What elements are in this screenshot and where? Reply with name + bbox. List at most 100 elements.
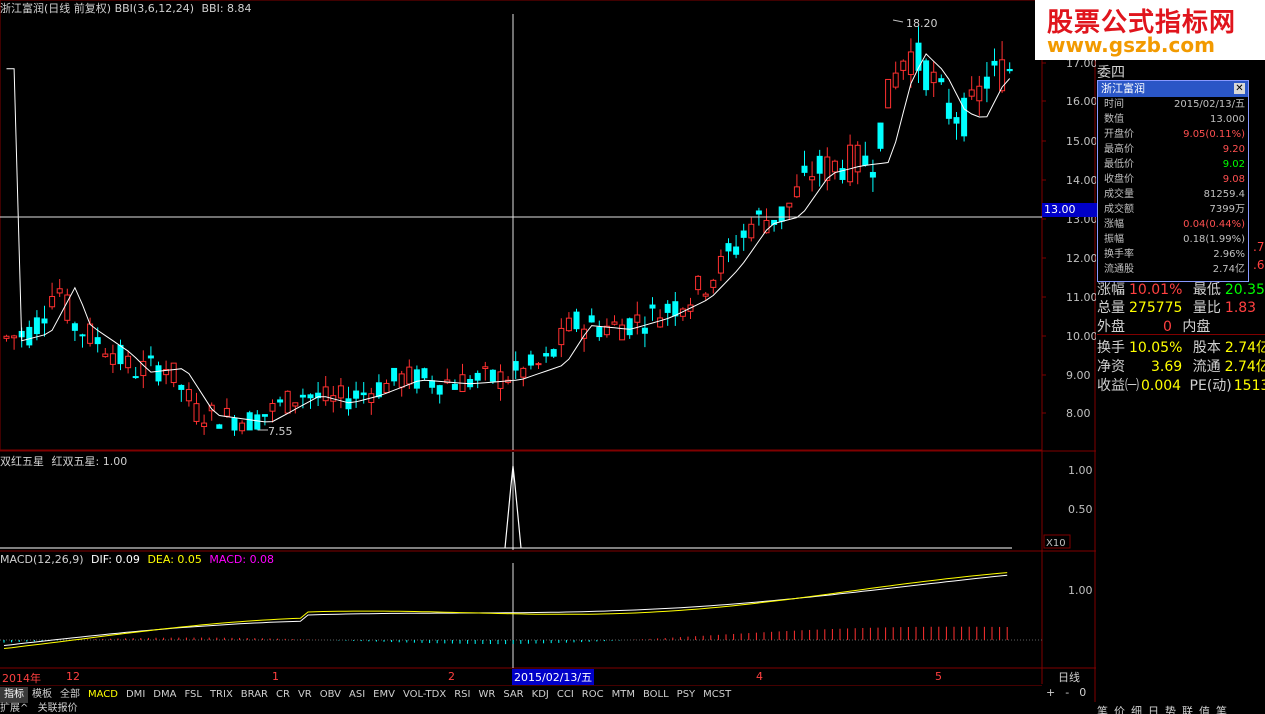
macd-title: MACD(12,26,9) xyxy=(0,553,84,566)
candle-body xyxy=(132,376,139,379)
tab-rsi[interactable]: RSI xyxy=(454,688,471,700)
candle-body xyxy=(831,160,838,173)
candle-body xyxy=(3,335,10,339)
info-row: 开盘价 9.05(0.11%) xyxy=(1098,127,1248,142)
candle-body xyxy=(930,71,937,84)
tab-asi[interactable]: ASI xyxy=(349,688,366,700)
info-row: 最高价 9.20 xyxy=(1098,142,1248,157)
candle-body xyxy=(292,402,299,407)
quote-tab-6[interactable]: 值 xyxy=(1199,705,1210,714)
tab-fsl[interactable]: FSL xyxy=(184,688,202,700)
tab-cr[interactable]: CR xyxy=(276,688,290,700)
info-row-key: 收盘价 xyxy=(1104,174,1134,185)
zoom-out-button[interactable]: - xyxy=(1065,686,1070,699)
quote-row-4: 换手 10.05% 股本 2.74亿 xyxy=(1097,340,1265,356)
tab-kdj[interactable]: KDJ xyxy=(531,688,549,700)
candle-body xyxy=(892,72,899,88)
tab-指标[interactable]: 指标 xyxy=(0,686,28,703)
tab-mcst[interactable]: MCST xyxy=(703,688,732,700)
price-tick-label: 15.00 xyxy=(1066,135,1096,148)
tab-macd[interactable]: MACD xyxy=(88,688,118,700)
info-row: 时间 2015/02/13/五 xyxy=(1098,97,1248,112)
period-label[interactable]: 日线 xyxy=(1058,671,1080,684)
date-label-4: 4 xyxy=(756,670,763,683)
candle-body xyxy=(208,404,215,412)
candle-body xyxy=(695,275,702,291)
price-tick-label: 8.00 xyxy=(1066,407,1091,420)
tab-emv[interactable]: EMV xyxy=(373,688,395,700)
candle-body xyxy=(467,378,474,388)
candle-body xyxy=(163,369,170,376)
quote-tab-1[interactable]: 价 xyxy=(1114,705,1125,714)
high-annotation: 18.20 xyxy=(906,17,938,30)
zoom-reset-button[interactable]: 0 xyxy=(1079,686,1087,699)
tab-obv[interactable]: OBV xyxy=(319,688,341,700)
tab-cci[interactable]: CCI xyxy=(556,688,574,700)
candle-body xyxy=(664,303,671,313)
info-row-value: 9.02 xyxy=(1222,159,1245,170)
info-popup[interactable]: 浙江富润 ✕ 时间 2015/02/13/五 数值 13.000 开盘价 9.05(0.1… xyxy=(1097,80,1249,282)
info-row: 成交额 7399万 xyxy=(1098,202,1248,217)
quote-tab-0[interactable]: 笔 xyxy=(1097,705,1108,714)
candle-body xyxy=(915,42,922,71)
candle-body xyxy=(94,337,101,345)
quote-tab-4[interactable]: 势 xyxy=(1165,705,1176,714)
tab-trix[interactable]: TRIX xyxy=(209,688,233,700)
tab-roc[interactable]: ROC xyxy=(581,688,604,700)
candle-body xyxy=(558,327,565,346)
tab-psy[interactable]: PSY xyxy=(676,688,696,700)
tab-模板[interactable]: 模板 xyxy=(32,688,52,700)
quote-tab-5[interactable]: 联 xyxy=(1182,705,1193,714)
candle-body xyxy=(178,384,185,390)
panel2-value: 红双五星: 1.00 xyxy=(51,455,128,468)
quote-tab-7[interactable]: 笔 xyxy=(1216,705,1227,714)
close-icon[interactable]: ✕ xyxy=(1234,83,1245,94)
candle-body xyxy=(155,365,162,382)
signal-spike xyxy=(504,465,522,549)
candle-body xyxy=(345,398,352,410)
expand-button[interactable]: 扩展^ xyxy=(0,703,29,714)
tab-vol-tdx[interactable]: VOL-TDX xyxy=(402,688,447,700)
tab-sar[interactable]: SAR xyxy=(503,688,524,700)
tab-vr[interactable]: VR xyxy=(297,688,312,700)
candle-body xyxy=(968,89,975,97)
candle-body xyxy=(748,223,755,239)
candlesticks xyxy=(3,26,1013,436)
tab-全部[interactable]: 全部 xyxy=(60,688,80,700)
candle-body xyxy=(520,367,527,378)
candle-body xyxy=(474,372,481,381)
quote-row-6: 收益㈠0.004 PE(动)1513.7 xyxy=(1097,378,1265,394)
candle-body xyxy=(307,394,314,399)
candle-body xyxy=(482,366,489,370)
candle-body xyxy=(816,155,823,174)
price-axis: 17.00 16.00 15.00 14.00 13.00 12.00 11.00 10.00… xyxy=(1042,57,1096,420)
low-annotation: 7.55 xyxy=(268,425,293,438)
candle-body xyxy=(527,354,534,366)
tab-boll[interactable]: BOLL xyxy=(642,688,669,700)
candle-body xyxy=(489,369,496,382)
macd-value: MACD: 0.08 xyxy=(209,553,275,566)
indicator-tabs: 指标 模板 全部 MACD DMI DMA FSL TRIX BRAR CR VR OBV ASI EMV… xyxy=(0,685,1042,703)
tab-dma[interactable]: DMA xyxy=(153,688,177,700)
candle-body xyxy=(413,369,420,389)
tab-wr[interactable]: WR xyxy=(478,688,496,700)
candle-body xyxy=(550,349,557,357)
candle-body xyxy=(565,317,572,332)
panel2-axis-2: 0.50 xyxy=(1068,503,1093,516)
candle-body xyxy=(193,403,200,422)
candle-body xyxy=(269,403,276,412)
tab-dmi[interactable]: DMI xyxy=(125,688,146,700)
candle-body xyxy=(451,383,458,390)
zoom-in-button[interactable]: + xyxy=(1046,686,1056,699)
info-row-value: 9.05(0.11%) xyxy=(1183,129,1245,140)
related-quotes-button[interactable]: 关联报价 xyxy=(37,703,78,714)
info-row-value: 2.74亿 xyxy=(1212,264,1245,275)
candle-body xyxy=(1006,68,1013,72)
quote-row-2: 总量 275775 量比 1.83 xyxy=(1097,300,1257,316)
tab-mtm[interactable]: MTM xyxy=(611,688,635,700)
quote-tab-3[interactable]: 日 xyxy=(1148,705,1159,714)
quote-tab-2[interactable]: 细 xyxy=(1131,705,1142,714)
chart-canvas[interactable]: 17.0016.0015.0014.0013.0012.0011.0010.00… xyxy=(0,0,1096,702)
chart-header: 浙江富润(日线 前复权) BBI(3,6,12,24) BBI: 8.84 xyxy=(0,0,252,16)
tab-brar[interactable]: BRAR xyxy=(240,688,268,700)
